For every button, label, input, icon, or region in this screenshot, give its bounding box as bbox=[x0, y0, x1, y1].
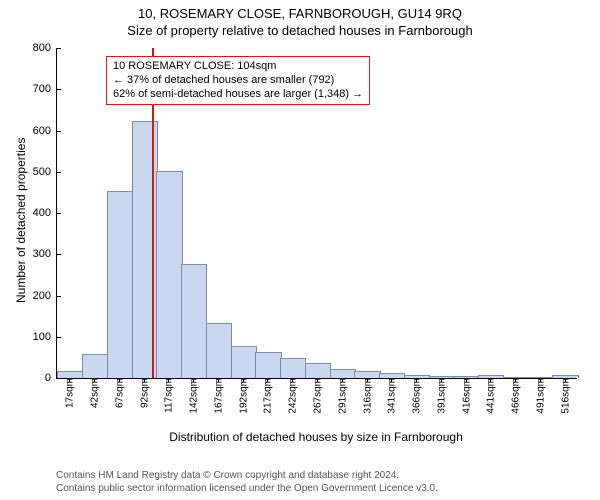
footer-attribution: Contains HM Land Registry data © Crown c… bbox=[56, 470, 438, 495]
histogram-bar bbox=[231, 346, 257, 378]
x-tick: 391sqm bbox=[434, 378, 447, 414]
histogram-bar bbox=[181, 264, 207, 378]
y-tick: 700 bbox=[33, 83, 57, 95]
annotation-line1: 10 ROSEMARY CLOSE: 104sqm bbox=[113, 60, 363, 74]
x-tick: 142sqm bbox=[187, 378, 200, 414]
y-tick: 300 bbox=[33, 248, 57, 260]
y-tick: 600 bbox=[33, 125, 57, 137]
x-tick: 92sqm bbox=[137, 378, 150, 408]
x-tick: 441sqm bbox=[484, 378, 497, 414]
x-tick: 366sqm bbox=[410, 378, 423, 414]
chart-title-subtitle: Size of property relative to detached ho… bbox=[0, 21, 600, 38]
x-axis-label: Distribution of detached houses by size … bbox=[56, 430, 576, 444]
x-tick: 242sqm bbox=[286, 378, 299, 414]
footer-line2: Contains public sector information licen… bbox=[56, 483, 438, 496]
histogram-bar bbox=[280, 358, 306, 378]
x-tick: 192sqm bbox=[236, 378, 249, 414]
x-tick: 491sqm bbox=[533, 378, 546, 414]
x-tick: 267sqm bbox=[311, 378, 324, 414]
x-tick: 291sqm bbox=[335, 378, 348, 414]
x-tick: 167sqm bbox=[211, 378, 224, 414]
annotation-box: 10 ROSEMARY CLOSE: 104sqm ← 37% of detac… bbox=[106, 56, 370, 105]
x-tick: 341sqm bbox=[385, 378, 398, 414]
y-tick: 100 bbox=[33, 331, 57, 343]
histogram-bar bbox=[57, 371, 83, 378]
y-tick: 500 bbox=[33, 166, 57, 178]
x-tick: 67sqm bbox=[112, 378, 125, 408]
y-tick: 200 bbox=[33, 290, 57, 302]
x-tick: 466sqm bbox=[509, 378, 522, 414]
histogram-bar bbox=[206, 323, 232, 378]
footer-line1: Contains HM Land Registry data © Crown c… bbox=[56, 470, 438, 483]
x-tick: 42sqm bbox=[88, 378, 101, 408]
x-tick: 516sqm bbox=[558, 378, 571, 414]
histogram-bar bbox=[255, 352, 281, 378]
histogram-bar bbox=[132, 121, 158, 378]
x-tick: 416sqm bbox=[459, 378, 472, 414]
y-tick: 800 bbox=[33, 42, 57, 54]
histogram-bar bbox=[305, 363, 331, 378]
histogram-bar bbox=[354, 371, 380, 378]
chart-title-address: 10, ROSEMARY CLOSE, FARNBOROUGH, GU14 9R… bbox=[0, 0, 600, 21]
annotation-line2: ← 37% of detached houses are smaller (79… bbox=[113, 74, 363, 88]
x-tick: 17sqm bbox=[63, 378, 76, 408]
y-tick: 0 bbox=[45, 372, 57, 384]
y-axis-label: Number of detached properties bbox=[14, 138, 28, 303]
x-tick: 117sqm bbox=[162, 378, 175, 413]
annotation-line3: 62% of semi-detached houses are larger (… bbox=[113, 88, 363, 102]
histogram-bar bbox=[330, 369, 356, 378]
histogram-bar bbox=[156, 171, 182, 378]
x-tick: 217sqm bbox=[261, 378, 274, 414]
histogram-bar bbox=[82, 354, 108, 378]
histogram-bar bbox=[107, 191, 133, 378]
y-tick: 400 bbox=[33, 207, 57, 219]
x-tick: 316sqm bbox=[360, 378, 373, 414]
